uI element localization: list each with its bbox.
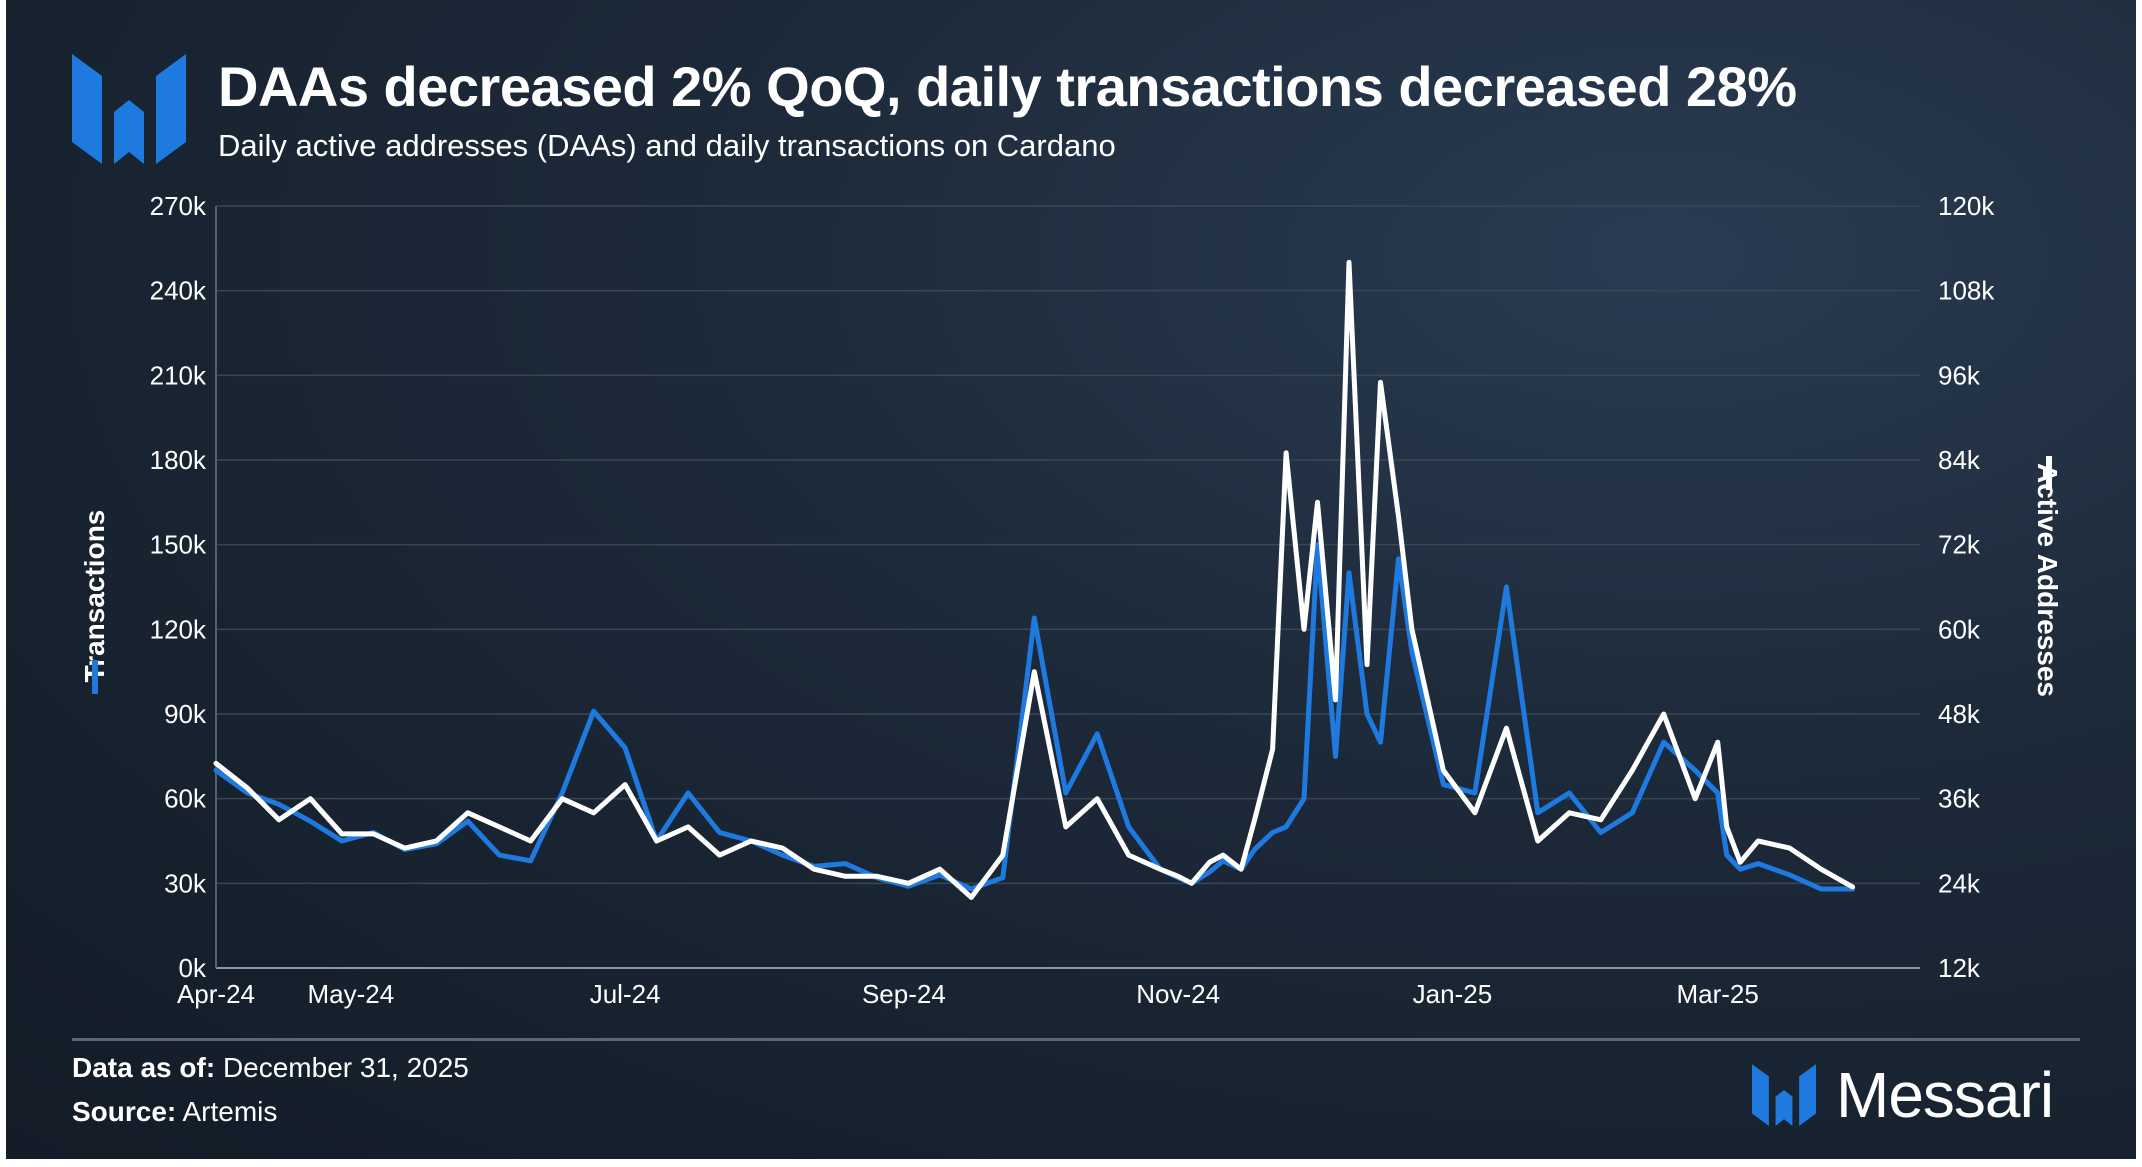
right-tick-label: 60k (1938, 614, 1981, 644)
x-tick-label: Nov-24 (1136, 979, 1220, 1009)
right-tick-label: 72k (1938, 530, 1981, 560)
right-tick-label: 96k (1938, 360, 1981, 390)
left-tick-label: 210k (150, 360, 207, 390)
chart-plot: 0k 30k 60k 90k 120k 150k 180k 210k 240k 270k 12k 2… (79, 191, 2063, 1009)
left-axis-label: Transactions (79, 510, 110, 683)
active-addresses-legend-marker (2046, 456, 2052, 490)
series-line-transactions (213, 542, 1856, 892)
data-as-of-value: December 31, 2025 (222, 1052, 469, 1083)
left-tick-label: 30k (164, 868, 207, 898)
x-tick-label: Sep-24 (862, 979, 946, 1009)
x-tick-label: Mar-25 (1676, 979, 1758, 1009)
right-axis-label: Active Addresses (2032, 463, 2063, 697)
x-axis-ticks: Apr-24 May-24 Jul-24 Sep-24 Nov-24 Jan-25 Mar-… (177, 979, 1759, 1009)
left-tick-label: 0k (179, 953, 207, 983)
source-label: Source: (72, 1096, 177, 1127)
right-axis-ticks: 12k 24k 36k 48k 60k 72k 84k 96k 108k 120k (1938, 191, 1995, 983)
left-tick-label: 60k (164, 784, 207, 814)
x-tick-label: Jul-24 (590, 979, 661, 1009)
messari-logo-icon (72, 54, 186, 164)
messari-brand: Messari (1752, 1058, 2054, 1132)
right-axis-title: Active Addresses (2032, 463, 2063, 697)
transactions-legend-marker (92, 660, 98, 694)
series-line-active-addresses (213, 259, 1856, 900)
left-tick-label: 180k (150, 445, 207, 475)
data-as-of-label: Data as of: (72, 1052, 216, 1083)
chart-subtitle: Daily active addresses (DAAs) and daily … (218, 128, 1116, 163)
right-tick-label: 120k (1938, 191, 1995, 221)
left-tick-label: 120k (150, 614, 207, 644)
chart-card: DAAs decreased 2% QoQ, daily transaction… (6, 0, 2136, 1159)
source: Source: Artemis (72, 1096, 277, 1128)
left-axis-title: Transactions (79, 510, 110, 683)
right-tick-label: 108k (1938, 276, 1995, 306)
brand-name: Messari (1836, 1059, 2054, 1131)
footer-divider (72, 1038, 2080, 1041)
left-axis-ticks: 0k 30k 60k 90k 120k 150k 180k 210k 240k 270k (150, 191, 207, 983)
right-tick-label: 48k (1938, 699, 1981, 729)
data-as-of: Data as of: December 31, 2025 (72, 1052, 469, 1084)
left-tick-label: 270k (150, 191, 207, 221)
x-tick-label: Jan-25 (1413, 979, 1493, 1009)
x-tick-label: Apr-24 (177, 979, 255, 1009)
right-tick-label: 84k (1938, 445, 1981, 475)
left-tick-label: 90k (164, 699, 207, 729)
messari-brand-icon (1752, 1064, 1816, 1126)
left-tick-label: 240k (150, 276, 207, 306)
right-tick-label: 36k (1938, 784, 1981, 814)
right-tick-label: 24k (1938, 868, 1981, 898)
source-value: Artemis (182, 1096, 278, 1127)
x-tick-label: May-24 (308, 979, 395, 1009)
right-tick-label: 12k (1938, 953, 1981, 983)
grid-lines (216, 205, 1920, 885)
left-tick-label: 150k (150, 530, 207, 560)
chart-title: DAAs decreased 2% QoQ, daily transaction… (218, 55, 1797, 118)
